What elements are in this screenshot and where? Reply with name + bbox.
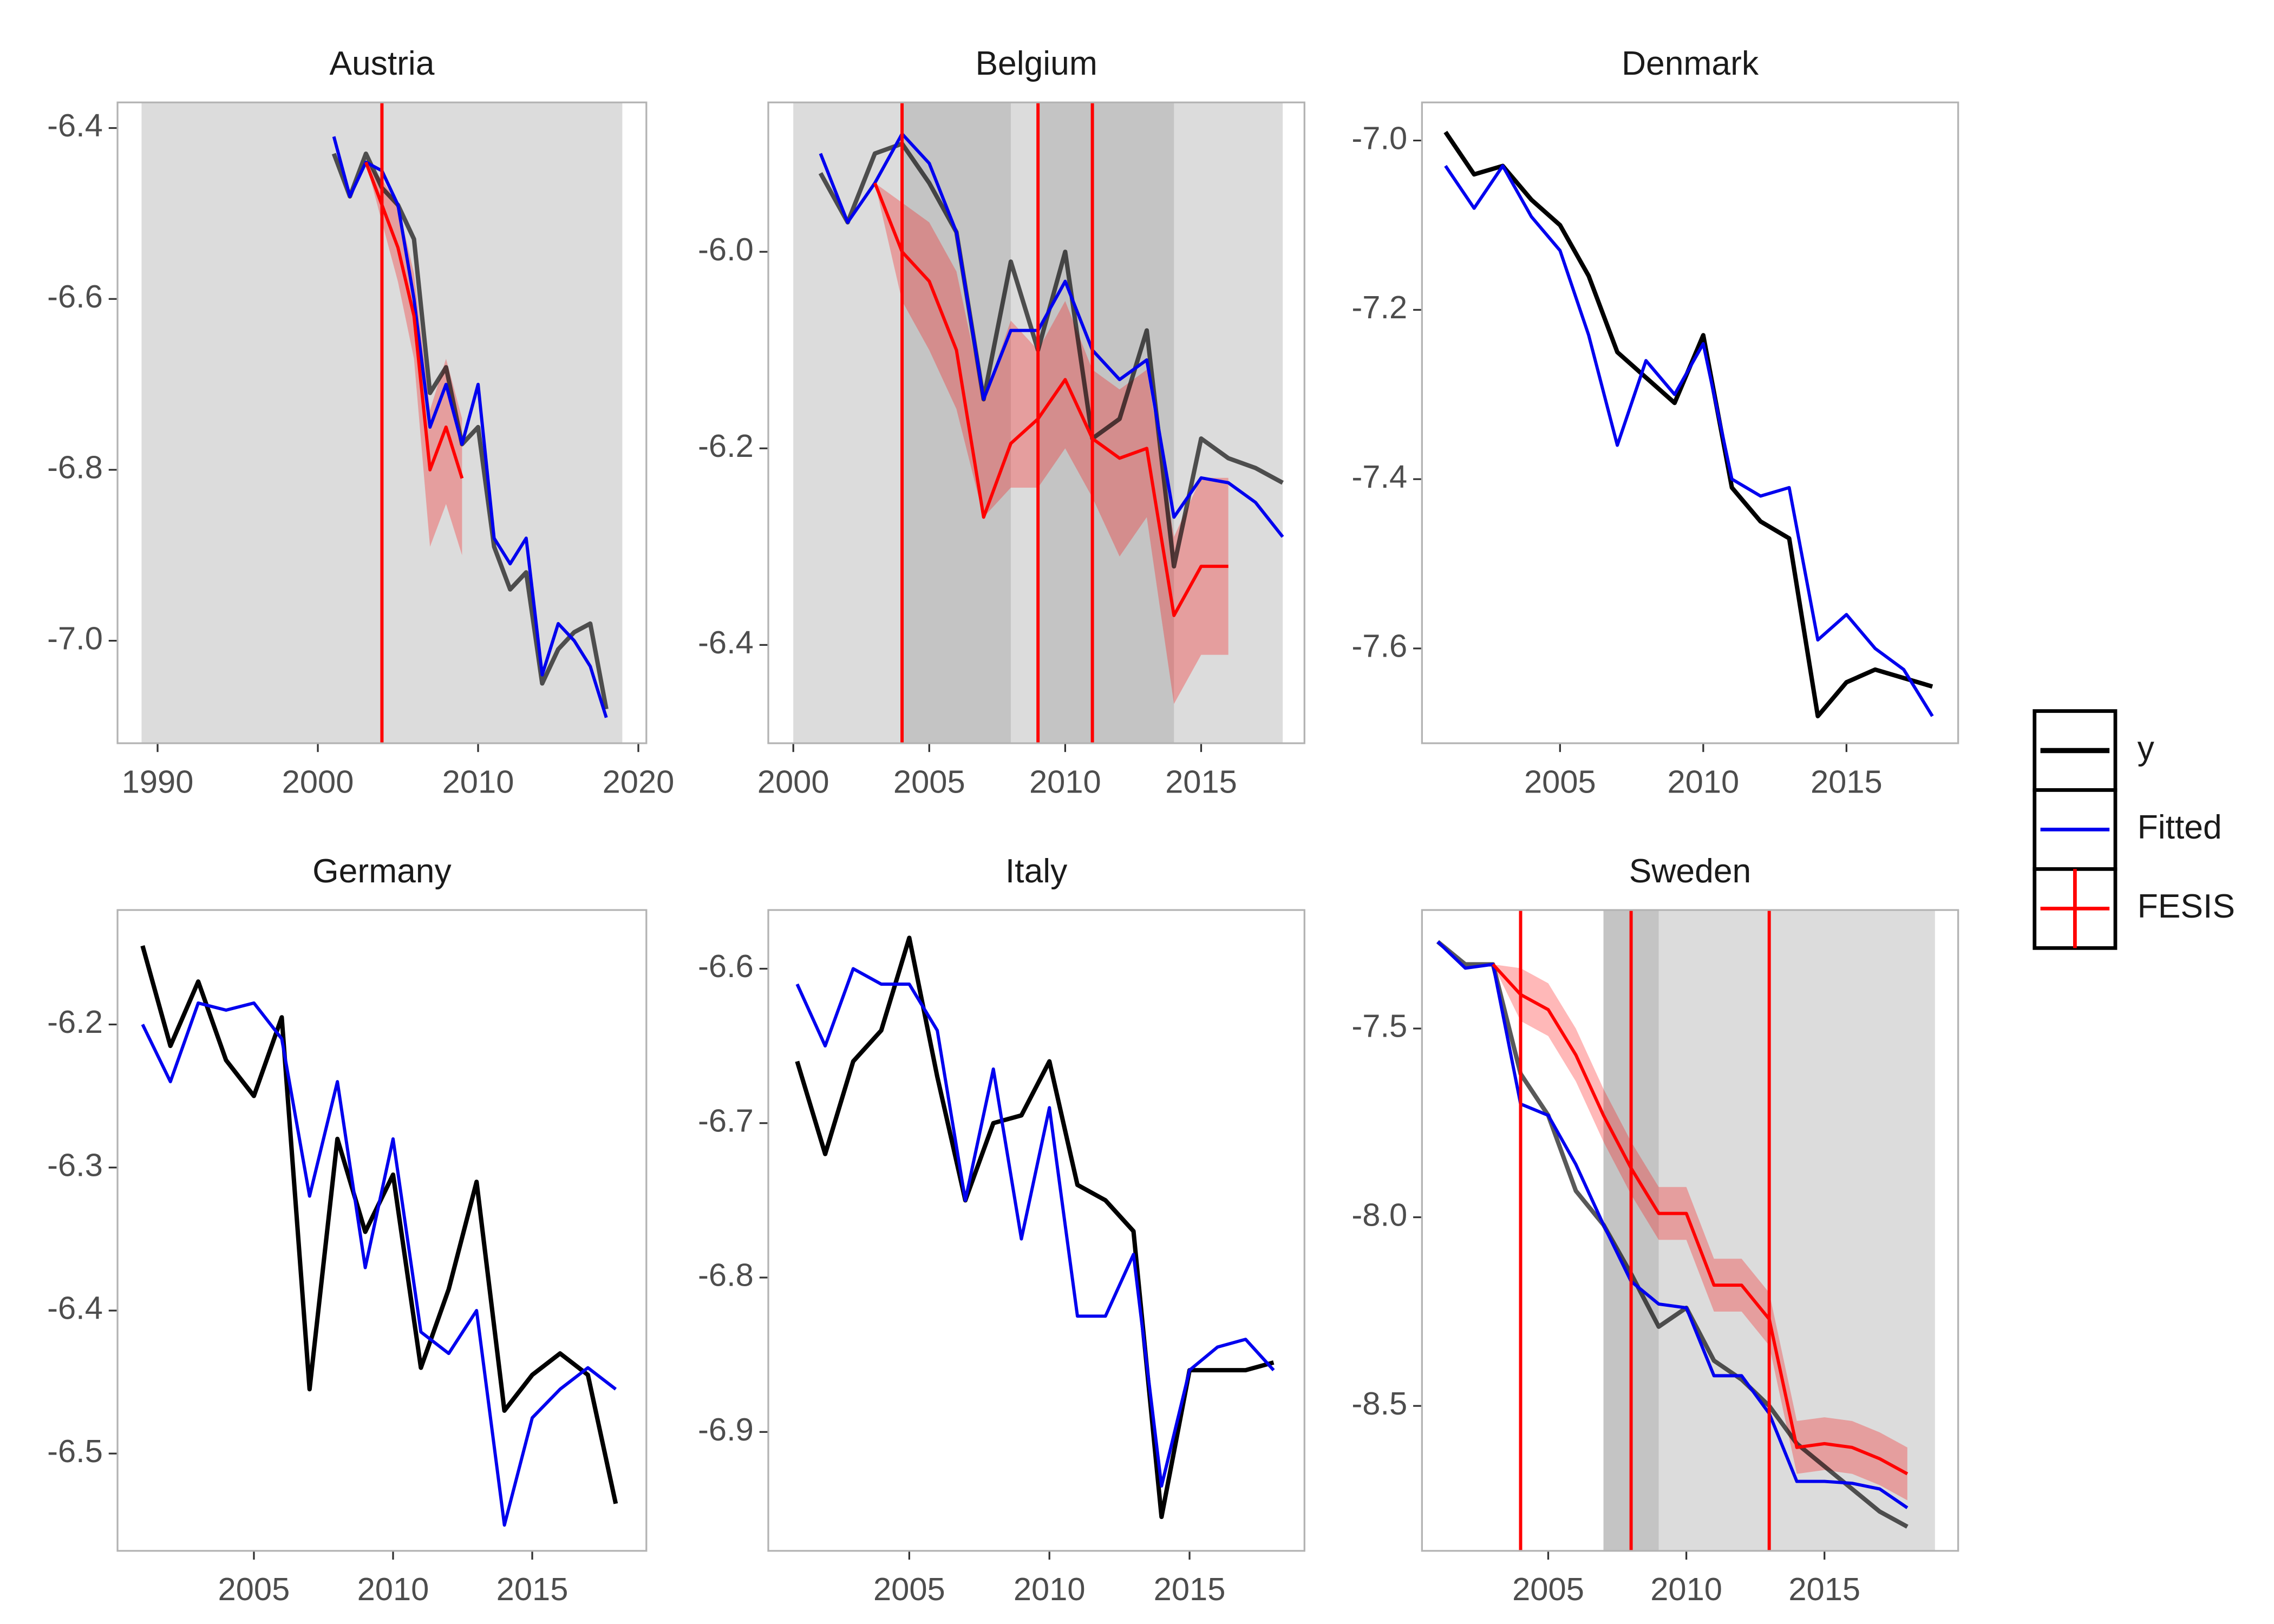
y-tick-label: -6.4 [47,107,103,143]
legend-label: y [2138,730,2155,767]
x-tick-label: 2015 [1165,763,1237,800]
panel [768,910,1305,1551]
x-tick-label: 2020 [603,763,675,800]
series-line [331,151,609,710]
y-tick-label: -8.0 [1351,1196,1407,1233]
y-tick-label: -7.0 [47,620,103,656]
y-tick-label: -6.8 [698,1257,754,1293]
y-tick-label: -6.6 [47,278,103,315]
y-tick-label: -6.7 [698,1103,754,1139]
panel [1422,102,1958,743]
series-line [1444,164,1934,717]
x-tick-label: 2005 [873,1571,945,1607]
x-tick-label: 2010 [442,763,514,800]
panel-title: Germany [312,853,452,890]
band [365,162,462,555]
legend-label: FESIS [2138,888,2235,925]
panel-title: Belgium [975,45,1097,82]
series-line [795,967,1275,1488]
x-tick-label: 2015 [496,1571,568,1607]
x-tick-label: 1990 [122,763,194,800]
series-line [1492,963,1909,1476]
y-tick-label: -6.3 [47,1147,103,1183]
y-tick-label: -6.4 [47,1290,103,1326]
x-tick-label: 2010 [1029,763,1101,800]
y-tick-label: -6.2 [698,428,754,464]
y-tick-label: -6.2 [47,1004,103,1040]
panel-border [1421,909,1959,1552]
shaded-region [902,102,1011,743]
panel-border [116,909,648,1552]
y-tick-label: -7.2 [1351,289,1407,325]
x-tick-label: 2015 [1788,1571,1860,1607]
band [874,183,1229,704]
x-tick-label: 2005 [1524,763,1596,800]
y-tick-label: -6.9 [698,1411,754,1448]
y-tick-label: -6.4 [698,624,754,660]
y-tick-label: -6.0 [698,231,754,267]
y-tick-label: -7.6 [1351,628,1407,664]
x-tick-label: 2010 [357,1571,429,1607]
series-line [1436,940,1909,1509]
x-tick-label: 2010 [1014,1571,1086,1607]
x-tick-label: 2010 [1667,763,1739,800]
x-tick-label: 2005 [893,763,965,800]
y-tick-label: -6.8 [47,449,103,486]
legend-label: Fitted [2138,809,2222,846]
panel-border [1421,101,1959,744]
panel-border [767,909,1305,1552]
series-line [1436,940,1909,1529]
x-tick-label: 2005 [1512,1571,1584,1607]
x-tick-label: 2000 [757,763,829,800]
series-line [141,1001,617,1527]
shaded-region [1038,102,1174,743]
x-tick-label: 2010 [1650,1571,1722,1607]
panel-border [116,101,648,744]
y-tick-label: -6.5 [47,1433,103,1469]
x-tick-label: 2015 [1154,1571,1226,1607]
y-tick-label: -8.5 [1351,1385,1407,1422]
panel-border [767,101,1305,744]
panel [117,910,646,1551]
panel-title: Austria [329,45,435,82]
x-tick-label: 2015 [1811,763,1883,800]
y-tick-label: -7.0 [1351,120,1407,156]
panel-title: Denmark [1622,45,1759,82]
panel-title: Sweden [1629,853,1751,890]
y-tick-label: -7.5 [1351,1008,1407,1044]
x-tick-label: 2005 [218,1571,290,1607]
series-line [332,136,608,718]
y-tick-label: -7.4 [1351,459,1407,495]
x-tick-label: 2000 [282,763,354,800]
series-line [819,132,1284,538]
y-tick-label: -6.6 [698,948,754,984]
panel-title: Italy [1005,853,1068,890]
series-line [873,182,1229,617]
series-line [795,935,1275,1520]
